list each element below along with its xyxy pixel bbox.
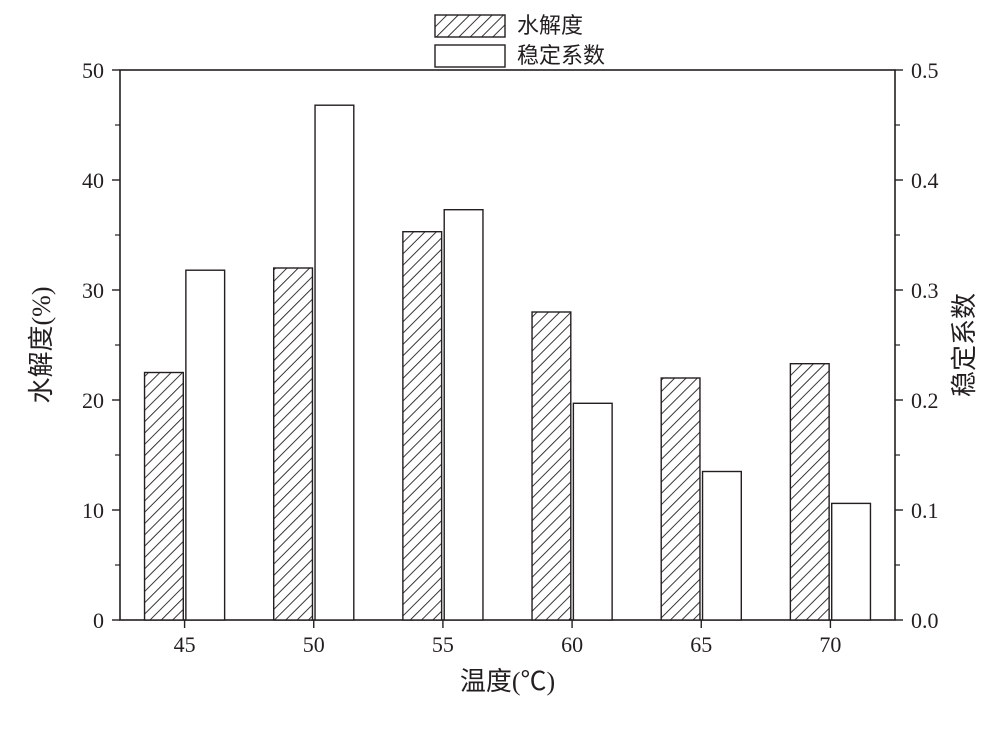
y-left-tick-label: 10 (82, 498, 104, 523)
bar-stability (832, 503, 871, 620)
bar-hydrolysis (403, 232, 442, 620)
y-left-tick-label: 50 (82, 58, 104, 83)
x-tick-label: 50 (303, 632, 325, 657)
bar-stability (573, 403, 612, 620)
y-left-tick-label: 20 (82, 388, 104, 413)
x-tick-label: 70 (819, 632, 841, 657)
y-right-tick-label: 0.3 (911, 278, 939, 303)
legend-item: 稳定系数 (435, 43, 605, 68)
x-tick-label: 60 (561, 632, 583, 657)
bar-stability (444, 210, 483, 620)
y-right-tick-label: 0.5 (911, 58, 939, 83)
bar-hydrolysis (790, 364, 829, 620)
x-tick-label: 65 (690, 632, 712, 657)
legend-item: 水解度 (435, 13, 583, 38)
chart-container: 0 10 20 30 40 50 0.0 0.1 0.2 0.3 0.4 0.5 45 50 55 60 65 7… (0, 0, 1000, 734)
bar-hydrolysis (532, 312, 571, 620)
y-left-tick-label: 30 (82, 278, 104, 303)
bar-stability (703, 472, 742, 621)
bar-hydrolysis (661, 378, 700, 620)
plot-area (120, 70, 895, 620)
y-left-axis-label: 水解度(%) (27, 287, 56, 404)
legend-label: 水解度 (517, 13, 583, 38)
y-right-tick-label: 0.2 (911, 388, 939, 413)
legend: 水解度稳定系数 (435, 13, 605, 68)
x-tick-label: 45 (174, 632, 196, 657)
y-right-tick-label: 0.1 (911, 498, 939, 523)
bar-chart: 0 10 20 30 40 50 0.0 0.1 0.2 0.3 0.4 0.5 45 50 55 60 65 7… (0, 0, 1000, 734)
bar-stability (315, 105, 354, 620)
y-right-tick-label: 0.4 (911, 168, 939, 193)
x-tick-label: 55 (432, 632, 454, 657)
bar-hydrolysis (145, 373, 184, 621)
legend-swatch (435, 15, 505, 37)
y-right-axis-label: 稳定系数 (950, 293, 979, 397)
bar-hydrolysis (274, 268, 313, 620)
y-left-tick-label: 40 (82, 168, 104, 193)
legend-label: 稳定系数 (517, 43, 605, 68)
y-right-tick-label: 0.0 (911, 608, 939, 633)
bar-stability (186, 270, 225, 620)
y-left-tick-label: 0 (93, 608, 104, 633)
x-axis-label: 温度(℃) (460, 667, 555, 696)
legend-swatch (435, 45, 505, 67)
